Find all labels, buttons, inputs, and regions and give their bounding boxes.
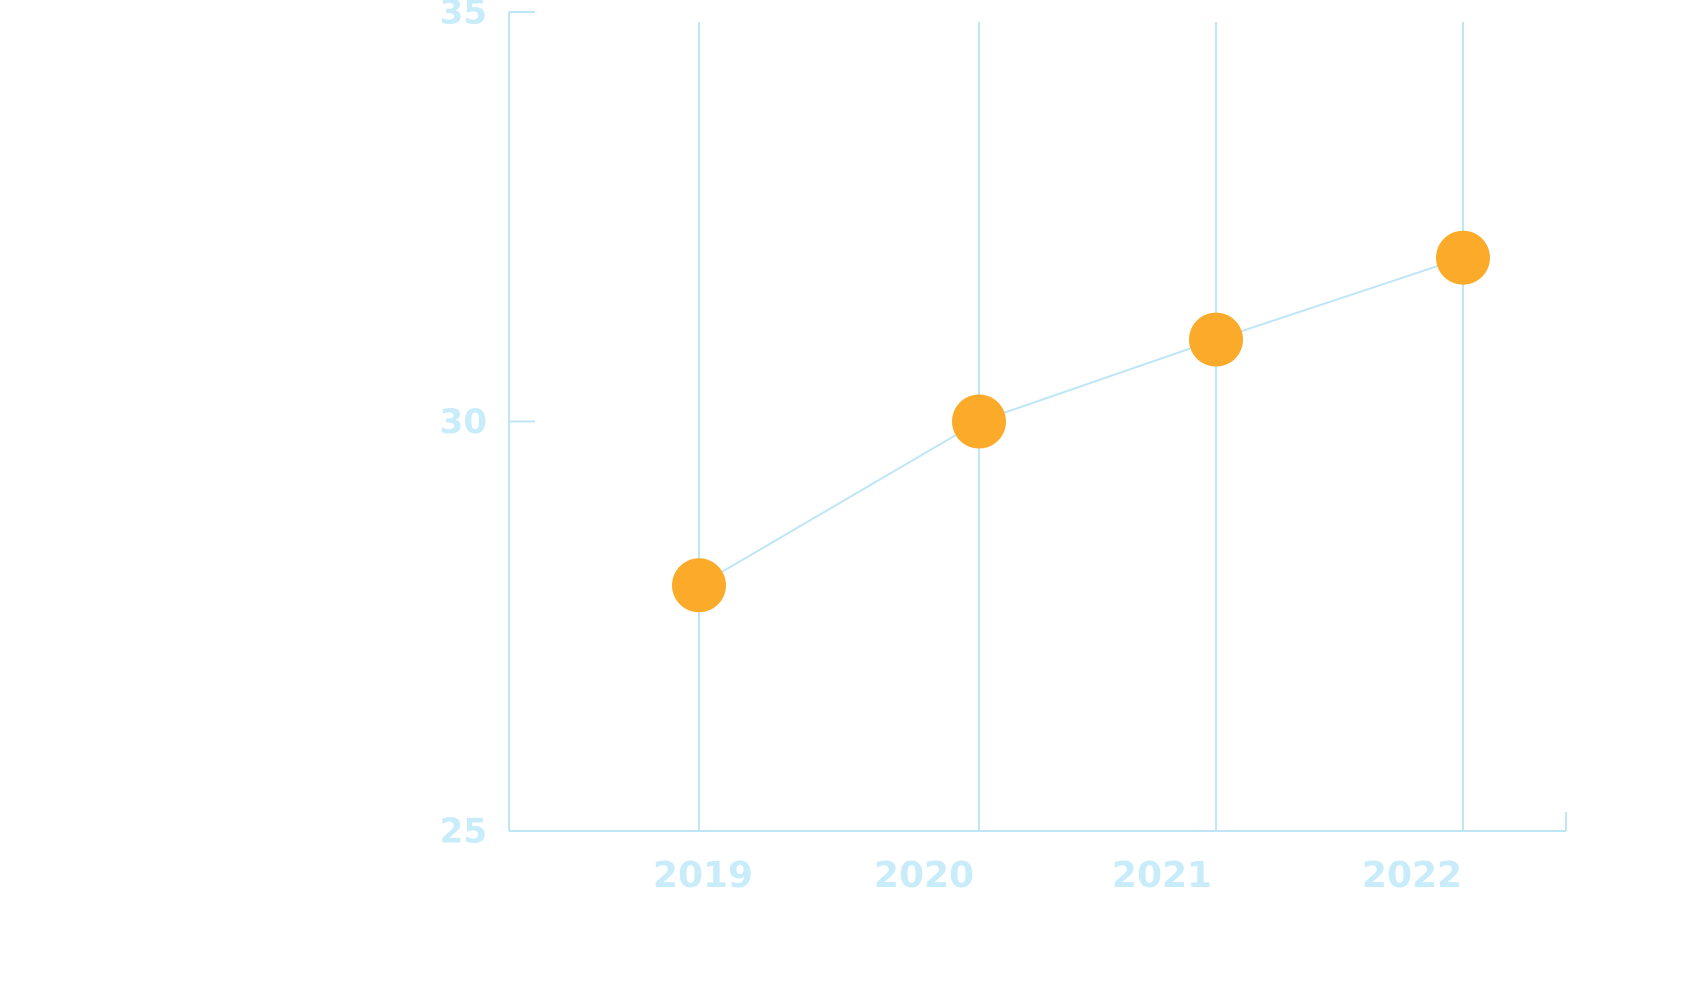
- y-tick-label: 30: [440, 402, 487, 442]
- x-tick-label: 2021: [1112, 855, 1212, 896]
- point: [952, 394, 1006, 449]
- x-tick-label: 2020: [874, 855, 974, 896]
- point: [1436, 230, 1490, 285]
- line: [698, 256, 1464, 587]
- y-tick-label: 25: [440, 812, 487, 852]
- x-tick-label: 2022: [1362, 855, 1462, 896]
- y-tick-label: 35: [440, 0, 487, 33]
- point: [672, 558, 726, 613]
- x-tick-label: 2019: [653, 855, 753, 896]
- point: [1189, 312, 1243, 367]
